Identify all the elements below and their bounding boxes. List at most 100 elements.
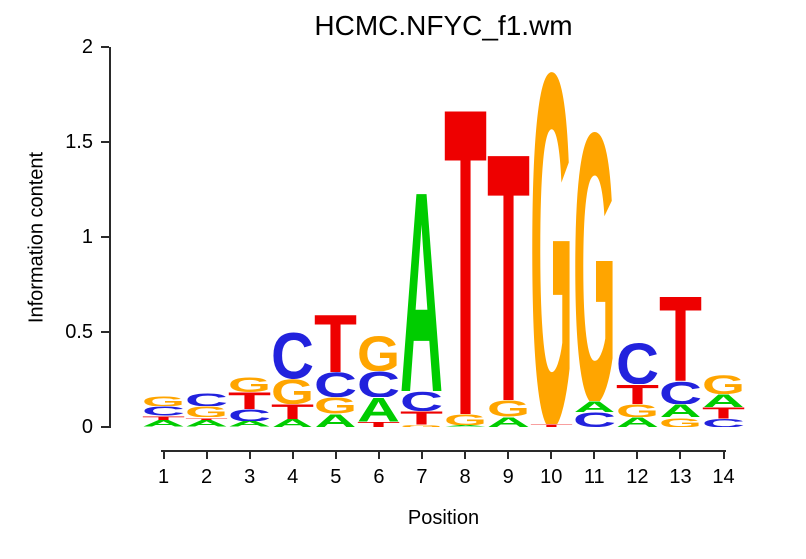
svg-text:T: T [271,404,314,419]
y-tick [101,426,109,428]
svg-text:A: A [314,414,357,427]
svg-text:A: A [228,421,271,427]
logo-letter-C: C [659,381,702,404]
logo-letter-G: G [314,397,357,414]
logo-letter-G: G [530,63,573,424]
logo-letter-G: G [142,396,185,406]
x-tick [636,450,639,459]
logo-letter-T: T [444,99,487,414]
svg-text:T: T [142,416,185,421]
logo-letter-C: C [142,406,185,416]
x-tick [593,450,596,459]
logo-letter-T: T [616,384,659,404]
logo-letter-A: A [487,417,530,427]
svg-text:T: T [400,411,443,424]
x-tick-label: 9 [502,466,514,488]
svg-text:G: G [228,377,271,392]
svg-text:A: A [185,420,228,427]
svg-text:C: C [616,342,659,384]
x-tick [420,450,423,459]
x-tick-label: 6 [373,466,385,488]
x-tick [464,450,467,459]
logo-letter-G: G [616,404,659,417]
logo-letter-T: T [271,404,314,419]
logo-letter-A: A [659,404,702,417]
logo-letter-T: T [142,416,185,421]
svg-text:T: T [185,418,228,421]
logo-letter-G: G [487,400,530,417]
svg-text:A: A [444,425,487,427]
logo-letter-G: G [271,379,314,404]
logo-letter-G: G [573,125,616,401]
svg-text:C: C [228,409,271,421]
x-axis-line [161,450,726,452]
svg-text:C: C [185,393,228,406]
svg-text:G: G [185,406,228,417]
logo-letter-C: C [573,412,616,427]
svg-text:C: C [659,381,702,404]
x-tick [507,450,510,459]
x-tick-label: 12 [626,466,649,488]
logo-letter-G: G [444,414,487,425]
logo-letter-C: C [271,331,314,379]
svg-text:T: T [659,293,702,380]
x-tick [550,450,553,459]
x-tick [334,450,337,459]
logo-letter-A: A [357,397,400,422]
logo-letter-A: A [314,414,357,427]
y-tick-label: 1.5 [65,131,93,153]
x-tick [679,450,682,459]
x-tick [248,450,251,459]
x-tick-label: 11 [583,466,605,488]
svg-text:G: G [400,425,443,427]
svg-text:A: A [659,404,702,417]
chart-title: HCMC.NFYC_f1.wm [314,10,573,41]
y-tick-label: 0 [81,416,93,438]
svg-text:C: C [357,371,400,398]
logo-letter-G: G [357,335,400,371]
y-axis-line [109,47,111,428]
logo-letter-G: G [185,406,228,417]
svg-text:A: A [573,401,616,412]
x-tick-label: 4 [287,466,299,488]
y-tick [101,46,109,48]
logo-letter-C: C [400,391,443,411]
svg-text:C: C [271,331,314,379]
x-tick-label: 10 [540,466,563,488]
svg-text:T: T [228,392,271,409]
x-tick [291,450,294,459]
logo-letter-T: T [185,418,228,421]
svg-text:T: T [444,99,487,414]
y-tick [101,236,109,238]
y-tick-label: 1 [81,226,93,248]
svg-text:G: G [530,63,573,424]
svg-text:A: A [616,417,659,427]
x-tick-label: 1 [157,466,170,488]
svg-text:G: G [444,414,487,425]
svg-text:C: C [142,406,185,416]
x-tick-label: 13 [669,466,692,488]
x-tick-label: 3 [244,466,256,488]
svg-text:G: G [271,379,314,404]
x-axis-label: Position [407,507,480,529]
x-tick-label: 5 [330,466,342,488]
x-tick [377,450,380,459]
logo-letter-A: A [444,425,487,427]
logo-letter-A: A [185,420,228,427]
svg-text:G: G [573,125,616,401]
logo-letter-G: G [702,375,745,394]
y-tick [101,141,109,143]
svg-text:A: A [271,419,314,427]
logo-letter-T: T [702,407,745,418]
svg-text:T: T [487,146,530,401]
y-tick-label: 2 [81,36,93,58]
logo-letter-T: T [314,313,357,372]
logo-letter-C: C [228,409,271,421]
logo-letter-G: G [659,418,702,428]
y-tick-label: 0.5 [65,321,93,343]
logo-letter-A: A [271,419,314,427]
svg-text:T: T [530,424,573,427]
svg-text:A: A [702,394,745,407]
logo-letter-T: T [487,146,530,401]
svg-text:G: G [616,404,659,417]
